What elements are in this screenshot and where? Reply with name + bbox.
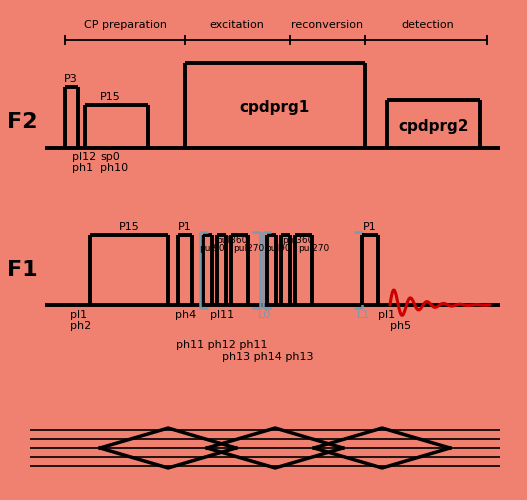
Text: pul270: pul270 [233,244,265,253]
Text: P1: P1 [363,222,377,232]
Text: P15: P15 [119,222,139,232]
Text: L1: L1 [357,310,370,320]
Text: pl1: pl1 [378,310,395,320]
Text: excitation: excitation [210,20,265,30]
Text: pul90: pul90 [265,244,291,253]
Text: ph11 ph12 ph11: ph11 ph12 ph11 [176,340,268,350]
Text: pl12: pl12 [72,152,96,162]
Text: cpdprg1: cpdprg1 [240,100,310,115]
Text: ph2: ph2 [70,321,91,331]
Text: L0: L0 [258,310,271,320]
Text: F1: F1 [7,260,37,280]
Text: CP preparation: CP preparation [83,20,167,30]
Text: sp0: sp0 [100,152,120,162]
Text: ph10: ph10 [100,163,128,173]
Text: pul360: pul360 [216,236,248,245]
Text: ph5: ph5 [390,321,411,331]
Text: pl1: pl1 [70,310,87,320]
Text: P3: P3 [64,74,78,84]
Text: pl11: pl11 [210,310,234,320]
Text: P15: P15 [100,92,120,102]
Text: cpdprg2: cpdprg2 [398,118,469,134]
Text: ph1: ph1 [72,163,93,173]
Text: pul90: pul90 [199,244,225,253]
Text: pul360: pul360 [282,236,314,245]
Text: detection: detection [402,20,454,30]
Text: F2: F2 [7,112,37,132]
Text: ph13 ph14 ph13: ph13 ph14 ph13 [222,352,314,362]
Text: P1: P1 [178,222,192,232]
Text: pul270: pul270 [298,244,329,253]
Text: reconversion: reconversion [291,20,363,30]
Text: ph4: ph4 [175,310,196,320]
